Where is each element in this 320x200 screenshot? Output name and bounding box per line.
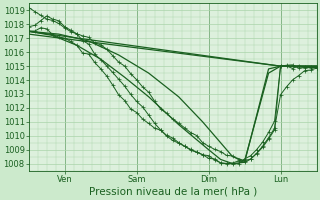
X-axis label: Pression niveau de la mer( hPa ): Pression niveau de la mer( hPa ) [89,187,257,197]
